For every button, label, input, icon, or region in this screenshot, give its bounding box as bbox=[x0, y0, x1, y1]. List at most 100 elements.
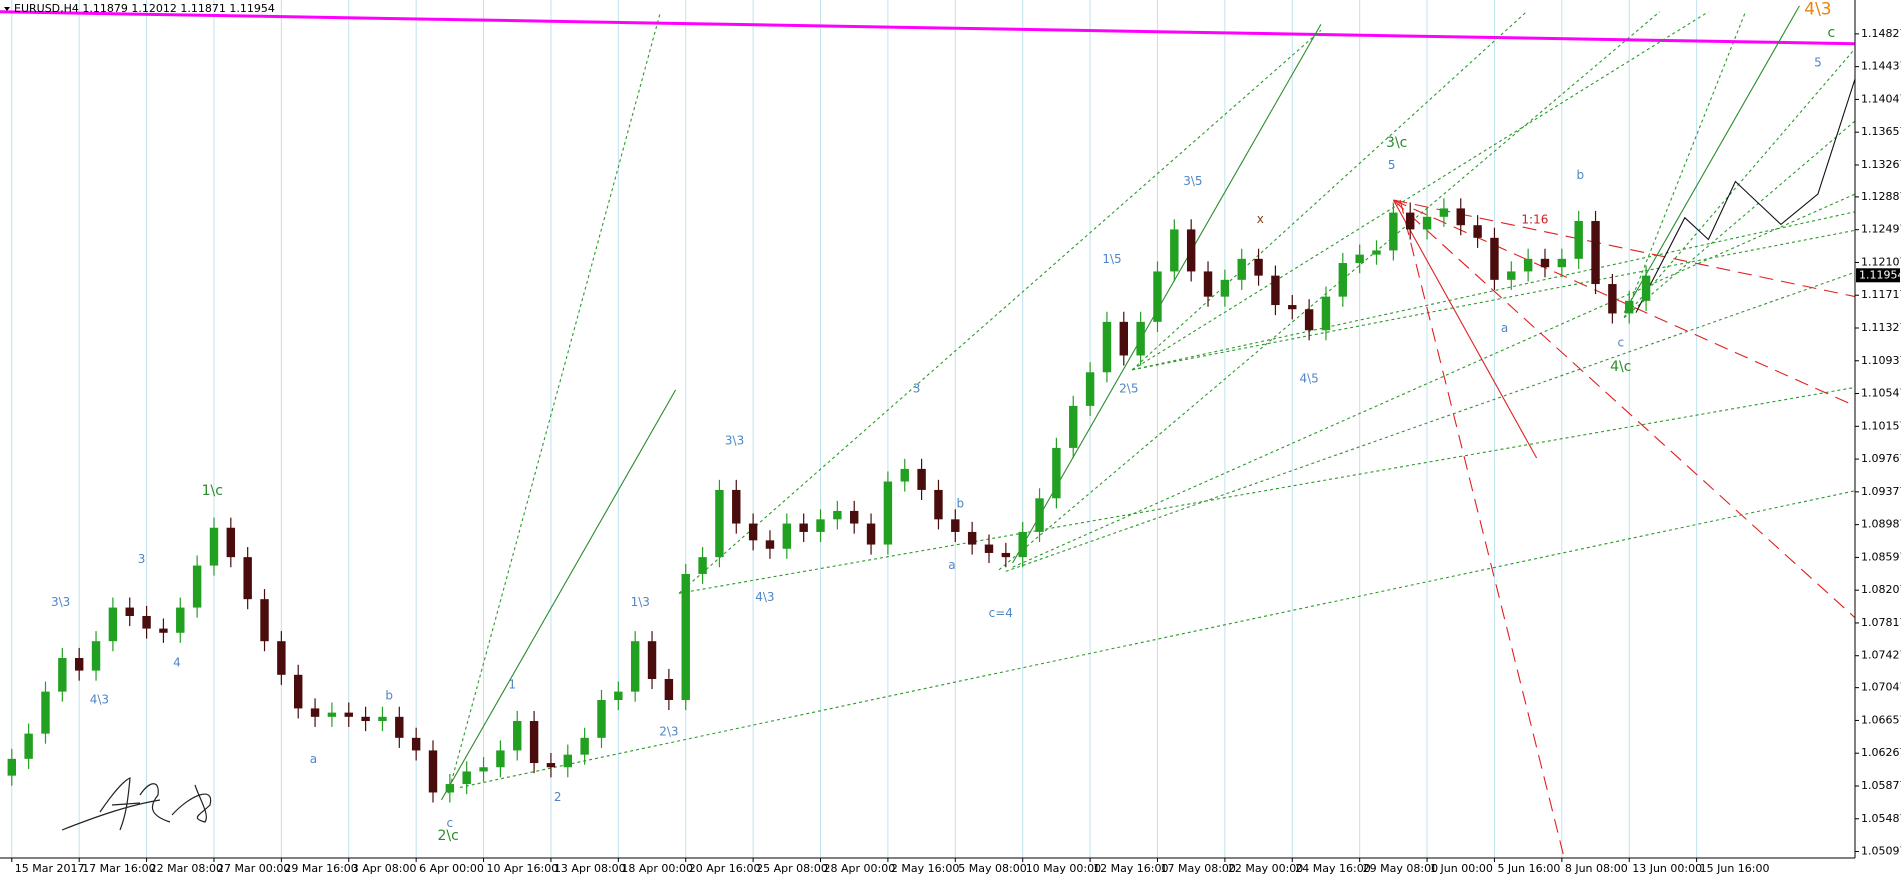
candle-body bbox=[1540, 258, 1550, 268]
candle-body bbox=[1119, 321, 1128, 356]
candle-body bbox=[176, 607, 185, 633]
candle-body bbox=[1456, 208, 1465, 226]
wave-label: 4\c bbox=[1610, 359, 1631, 375]
trend-line bbox=[1393, 199, 1855, 619]
x-tick-label: 17 May 08:00 bbox=[1160, 862, 1235, 875]
candle-body bbox=[344, 712, 353, 717]
candle-body bbox=[1052, 447, 1061, 499]
x-tick-label: 12 May 16:00 bbox=[1093, 862, 1168, 875]
wave-label: 2\3 bbox=[659, 724, 678, 738]
candle-body bbox=[1237, 258, 1246, 280]
trend-line bbox=[1012, 24, 1322, 564]
candle-body bbox=[24, 733, 33, 759]
candle-body bbox=[1625, 300, 1634, 314]
candle-body bbox=[833, 510, 842, 520]
wave-label: 2 bbox=[554, 790, 562, 804]
y-tick-label: 1.12887 bbox=[1861, 190, 1901, 203]
y-tick-label: 1.05487 bbox=[1861, 812, 1901, 825]
candle-body bbox=[260, 599, 269, 642]
candle-body bbox=[1203, 271, 1213, 297]
trend-line bbox=[459, 490, 1855, 788]
candle-body bbox=[310, 708, 320, 717]
x-tick-label: 18 Apr 00:00 bbox=[621, 862, 693, 875]
wave-label: 3\c bbox=[1386, 135, 1407, 151]
candle-body bbox=[698, 557, 707, 574]
wave-label: 1\5 bbox=[1102, 252, 1121, 266]
trend-line bbox=[678, 386, 1855, 594]
trend-line bbox=[678, 29, 1322, 594]
candle-body bbox=[529, 721, 539, 764]
wave-label: c bbox=[1618, 335, 1625, 349]
current-price-label: 1.11954 bbox=[1859, 268, 1901, 281]
candle-body bbox=[1439, 208, 1449, 217]
candle-body bbox=[1170, 229, 1179, 272]
menu-arrow[interactable] bbox=[4, 7, 10, 11]
wave-label: 3\3 bbox=[725, 434, 744, 448]
candle-body bbox=[1507, 271, 1516, 280]
y-tick-label: 1.05097 bbox=[1861, 845, 1901, 858]
candle-body bbox=[816, 519, 825, 532]
candle-body bbox=[159, 628, 168, 633]
y-tick-label: 1.09767 bbox=[1861, 452, 1901, 465]
candle-body bbox=[209, 527, 219, 566]
candle-body bbox=[1473, 225, 1482, 238]
candle-body bbox=[192, 565, 202, 608]
trend-line bbox=[1623, 5, 1800, 313]
candle-body bbox=[748, 523, 758, 541]
candle-body bbox=[411, 737, 421, 751]
candle-body bbox=[496, 750, 505, 768]
candle-body bbox=[1574, 221, 1583, 259]
x-tick-label: 8 Jun 08:00 bbox=[1565, 862, 1628, 875]
x-tick-label: 22 Mar 08:00 bbox=[150, 862, 223, 875]
candle-body bbox=[7, 758, 17, 776]
candle-body bbox=[1405, 212, 1415, 230]
x-tick-label: 13 Apr 08:00 bbox=[554, 862, 626, 875]
candle-body bbox=[866, 523, 876, 545]
wave-label: c=4 bbox=[989, 606, 1013, 620]
candle-body bbox=[967, 531, 977, 545]
y-tick-label: 1.09377 bbox=[1861, 485, 1901, 498]
candle-body bbox=[462, 771, 471, 785]
wave-label: 1\c bbox=[202, 483, 223, 499]
candle-body bbox=[715, 489, 724, 558]
wave-label: 1 bbox=[508, 677, 516, 691]
candle-body bbox=[479, 767, 488, 772]
candle-layer bbox=[7, 198, 1651, 803]
wave-label: 4\3 bbox=[1804, 0, 1831, 19]
grid-layer bbox=[11, 0, 1698, 858]
candle-body bbox=[445, 784, 455, 793]
candle-body bbox=[1591, 221, 1600, 285]
wave-label: 3 bbox=[138, 552, 146, 566]
drawing-layer bbox=[0, 5, 1855, 858]
trend-line bbox=[998, 11, 1660, 571]
y-tick-label: 1.07817 bbox=[1861, 616, 1901, 629]
candle-body bbox=[361, 716, 370, 722]
candle-body bbox=[765, 540, 775, 549]
wave-label: c bbox=[447, 816, 454, 830]
trend-line bbox=[1635, 78, 1855, 313]
y-tick-label: 1.10157 bbox=[1861, 419, 1901, 432]
candle-body bbox=[91, 641, 101, 671]
candle-body bbox=[58, 657, 67, 692]
candle-body bbox=[900, 468, 909, 482]
x-tick-label: 5 May 08:00 bbox=[958, 862, 1026, 875]
y-tick-label: 1.13657 bbox=[1861, 125, 1901, 138]
candle-body bbox=[1641, 275, 1651, 301]
wave-label: 4\3 bbox=[90, 693, 109, 707]
y-tick-label: 1.14827 bbox=[1861, 27, 1901, 40]
y-tick-label: 1.13267 bbox=[1861, 158, 1901, 171]
y-tick-label: 1.08987 bbox=[1861, 518, 1901, 531]
annotation-layer: 1\c3\34\334abc2\c121\32\33\34\33bac=41\5… bbox=[51, 0, 1835, 844]
y-tick-label: 1.07047 bbox=[1861, 681, 1901, 694]
y-tick-label: 1.10547 bbox=[1861, 387, 1901, 400]
candle-body bbox=[108, 607, 118, 642]
x-tick-label: 25 Apr 08:00 bbox=[756, 862, 828, 875]
y-tick-label: 1.12497 bbox=[1861, 223, 1901, 236]
x-tick-label: 20 Apr 16:00 bbox=[689, 862, 761, 875]
x-tick-label: 15 Jun 16:00 bbox=[1700, 862, 1770, 875]
candle-body bbox=[546, 763, 556, 768]
candle-body bbox=[1288, 305, 1297, 310]
wave-label: x bbox=[1257, 212, 1264, 226]
y-tick-label: 1.12107 bbox=[1861, 255, 1901, 268]
wave-label: 5 bbox=[1814, 56, 1822, 70]
